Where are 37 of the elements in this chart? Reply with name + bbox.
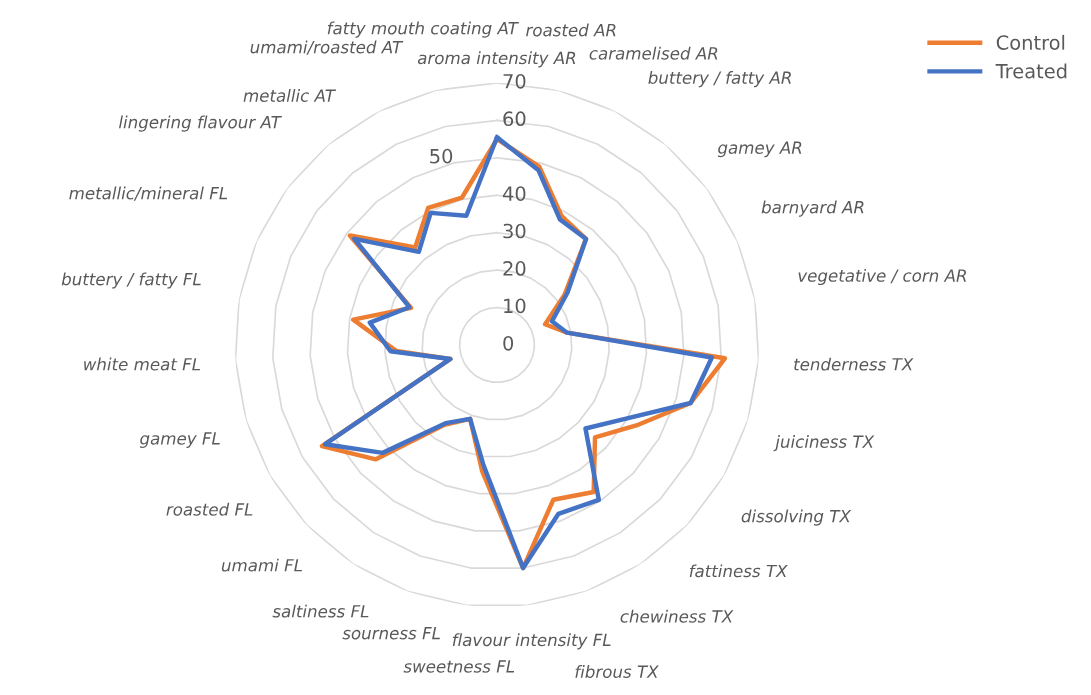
y-tick-label: 0 xyxy=(503,335,514,351)
y-tick-label: 20 xyxy=(503,261,526,276)
spoke-label: caramelised AR xyxy=(589,46,718,60)
spoke-label: juiciness TX xyxy=(773,435,875,452)
spoke-label: flavour intensity FL xyxy=(452,633,611,650)
spoke-label: barnyard AR xyxy=(761,200,864,217)
spoke-label: buttery / fatty AR xyxy=(648,71,791,88)
spoke-label: fibrous TX xyxy=(575,665,659,678)
y-tick-label: 60 xyxy=(503,111,526,127)
spoke-label: fattiness TX xyxy=(689,564,788,578)
spoke-label: chewiness TX xyxy=(620,609,734,623)
y-tick-label: 70 xyxy=(503,73,526,89)
y-tick-label: 40 xyxy=(502,186,526,201)
spoke-label: gamey AR xyxy=(717,141,802,158)
spoke-label: aroma intensity AR xyxy=(417,51,576,68)
spoke-label: saltiness FL xyxy=(272,604,369,618)
spoke-label: umami FL xyxy=(221,558,302,572)
spoke-label: umami/roasted AT xyxy=(250,40,404,55)
spoke-label: metallic/mineral FL xyxy=(69,186,228,201)
spoke-label: lingering flavour AT xyxy=(118,115,282,132)
y-tick-label: 50 xyxy=(430,148,453,164)
legend-label: Control xyxy=(996,34,1065,50)
spoke-label: roasted FL xyxy=(166,502,253,516)
y-tick-label: 30 xyxy=(503,223,526,239)
spoke-label: sourness FL xyxy=(342,627,440,640)
spoke-label: dissolving TX xyxy=(741,509,852,526)
spoke-label: vegetative / corn AR xyxy=(798,268,966,286)
legend-label: Treated xyxy=(995,63,1067,79)
spoke-label: gamey FL xyxy=(140,432,220,448)
spoke-label: metallic AT xyxy=(243,89,337,102)
spoke-label: tenderness TX xyxy=(794,357,914,371)
y-tick-label: 10 xyxy=(504,298,526,314)
spoke-label: white meat FL xyxy=(84,357,201,371)
spoke-label: roasted AR xyxy=(526,23,616,37)
spoke-label: buttery / fatty FL xyxy=(61,272,201,289)
spoke-label: sweetness FL xyxy=(403,660,515,673)
spoke-label: fatty mouth coating AT xyxy=(327,21,519,38)
